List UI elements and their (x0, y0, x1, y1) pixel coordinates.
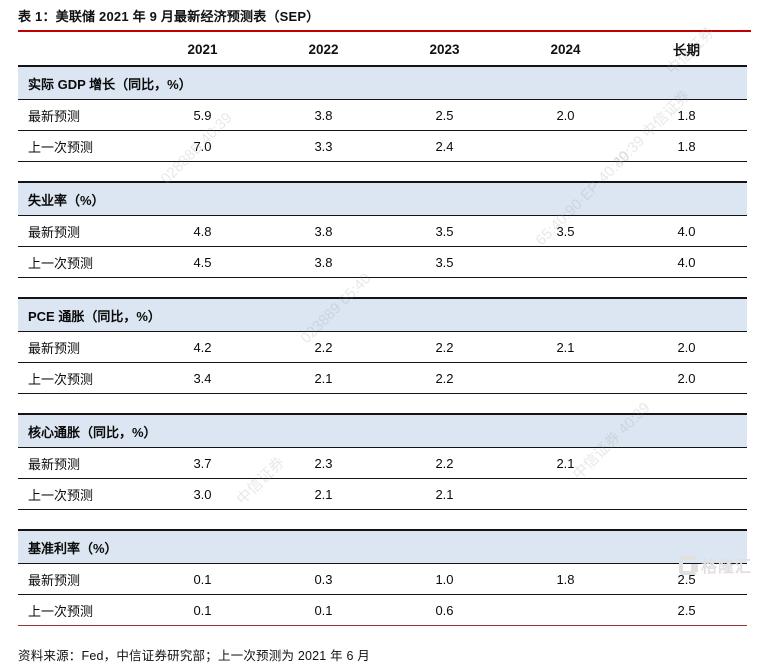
cell-value (505, 362, 626, 394)
section-header-row: 实际 GDP 增长（同比，%） (18, 66, 748, 100)
gelonghui-g-icon (678, 555, 698, 575)
table-row: 最新预测 4.8 3.8 3.5 3.5 4.0 (18, 215, 747, 247)
year-header-longrun: 长期 (673, 43, 700, 58)
cell-value: 2.1 (505, 447, 626, 479)
cell-value (626, 447, 748, 479)
row-label: 上一次预测 (18, 478, 142, 510)
cell-value: 2.4 (384, 130, 505, 162)
section-title: 实际 GDP 增长（同比，%） (18, 66, 748, 100)
table-row: 上一次预测 0.1 0.1 0.6 2.5 (18, 594, 748, 626)
table-title: 表 1：美联储 2021 年 9 月最新经济预测表（SEP） (18, 9, 320, 24)
section-title: 基准利率（%） (18, 530, 748, 564)
year-header-2023: 2023 (429, 41, 460, 57)
cell-value: 4.0 (626, 215, 747, 247)
table-row: 最新预测 3.7 2.3 2.2 2.1 (18, 447, 748, 479)
cell-value: 2.1 (263, 362, 384, 394)
row-label: 最新预测 (18, 215, 142, 247)
table-row: 上一次预测 4.5 3.8 3.5 4.0 (18, 246, 747, 278)
table-row: 最新预测 4.2 2.2 2.2 2.1 2.0 (18, 331, 747, 363)
cell-value: 3.8 (263, 99, 384, 131)
cell-value: 4.8 (142, 215, 263, 247)
row-label: 上一次预测 (18, 362, 142, 394)
cell-value: 0.6 (384, 594, 505, 626)
year-header-row: 2021 2022 2023 2024 长期 (18, 34, 747, 65)
title-red-rule (18, 30, 751, 32)
section-policy-rate: 基准利率（%） 最新预测 0.1 0.3 1.0 1.8 2.5 上一次预测 0… (18, 529, 748, 626)
source-note: 资料来源：Fed，中信证券研究部；上一次预测为 2021 年 6 月 (18, 649, 370, 663)
cell-value: 0.3 (263, 563, 384, 595)
cell-value: 2.2 (384, 362, 505, 394)
table-row: 上一次预测 3.4 2.1 2.2 2.0 (18, 362, 747, 394)
section-title: 核心通胀（同比，%） (18, 414, 748, 448)
gelonghui-logo-text: 格隆汇 (700, 559, 752, 576)
cell-value (505, 130, 626, 162)
cell-value: 3.8 (263, 215, 384, 247)
table-row: 上一次预测 7.0 3.3 2.4 1.8 (18, 130, 748, 162)
cell-value: 3.8 (263, 246, 384, 278)
gelonghui-logo: 格隆汇 (678, 553, 752, 577)
cell-value (505, 246, 626, 278)
section-core-inflation: 核心通胀（同比，%） 最新预测 3.7 2.3 2.2 2.1 上一次预测 3.… (18, 413, 748, 510)
cell-value: 4.5 (142, 246, 263, 278)
cell-value: 7.0 (142, 130, 263, 162)
year-header-2022: 2022 (308, 41, 339, 57)
cell-value: 2.0 (626, 331, 747, 363)
cell-value: 0.1 (142, 563, 263, 595)
section-real-gdp: 实际 GDP 增长（同比，%） 最新预测 5.9 3.8 2.5 2.0 1.8… (18, 65, 748, 162)
cell-value: 2.1 (505, 331, 626, 363)
row-label: 上一次预测 (18, 246, 142, 278)
cell-value: 3.5 (384, 246, 505, 278)
cell-value: 2.2 (384, 331, 505, 363)
cell-value (626, 478, 748, 510)
year-header-spacer (18, 34, 142, 65)
row-label: 上一次预测 (18, 130, 142, 162)
cell-value: 2.5 (384, 99, 505, 131)
table-row: 最新预测 0.1 0.3 1.0 1.8 2.5 (18, 563, 748, 595)
row-label: 最新预测 (18, 331, 142, 363)
row-label: 最新预测 (18, 99, 142, 131)
section-title: 失业率（%） (18, 182, 747, 216)
cell-value: 3.3 (263, 130, 384, 162)
section-unemployment: 失业率（%） 最新预测 4.8 3.8 3.5 3.5 4.0 上一次预测 4.… (18, 181, 747, 278)
cell-value: 2.5 (626, 594, 748, 626)
cell-value: 1.8 (505, 563, 626, 595)
section-header-row: 核心通胀（同比，%） (18, 414, 748, 448)
section-header-row: 失业率（%） (18, 182, 747, 216)
cell-value: 2.1 (263, 478, 384, 510)
cell-value: 1.0 (384, 563, 505, 595)
cell-value: 4.2 (142, 331, 263, 363)
cell-value: 4.0 (626, 246, 747, 278)
cell-value: 3.5 (505, 215, 626, 247)
cell-value (505, 594, 626, 626)
cell-value: 1.8 (626, 99, 748, 131)
row-label: 最新预测 (18, 563, 142, 595)
year-header-2024: 2024 (550, 41, 581, 57)
table-row: 上一次预测 3.0 2.1 2.1 (18, 478, 748, 510)
cell-value: 0.1 (142, 594, 263, 626)
cell-value: 3.7 (142, 447, 263, 479)
section-pce-inflation: PCE 通胀（同比，%） 最新预测 4.2 2.2 2.2 2.1 2.0 上一… (18, 297, 747, 394)
row-label: 上一次预测 (18, 594, 142, 626)
report-table-page: 表 1：美联储 2021 年 9 月最新经济预测表（SEP） 2021 2022… (18, 9, 751, 663)
cell-value (505, 478, 626, 510)
cell-value: 2.0 (626, 362, 747, 394)
year-header-2021: 2021 (187, 41, 218, 57)
cell-value: 1.8 (626, 130, 748, 162)
cell-value: 2.1 (384, 478, 505, 510)
cell-value: 3.5 (384, 215, 505, 247)
cell-value: 2.0 (505, 99, 626, 131)
table-row: 最新预测 5.9 3.8 2.5 2.0 1.8 (18, 99, 748, 131)
section-header-row: 基准利率（%） (18, 530, 748, 564)
cell-value: 2.2 (263, 331, 384, 363)
cell-value: 3.0 (142, 478, 263, 510)
row-label: 最新预测 (18, 447, 142, 479)
cell-value: 2.2 (384, 447, 505, 479)
cell-value: 3.4 (142, 362, 263, 394)
cell-value: 5.9 (142, 99, 263, 131)
cell-value: 0.1 (263, 594, 384, 626)
section-title: PCE 通胀（同比，%） (18, 298, 747, 332)
cell-value: 2.3 (263, 447, 384, 479)
section-header-row: PCE 通胀（同比，%） (18, 298, 747, 332)
